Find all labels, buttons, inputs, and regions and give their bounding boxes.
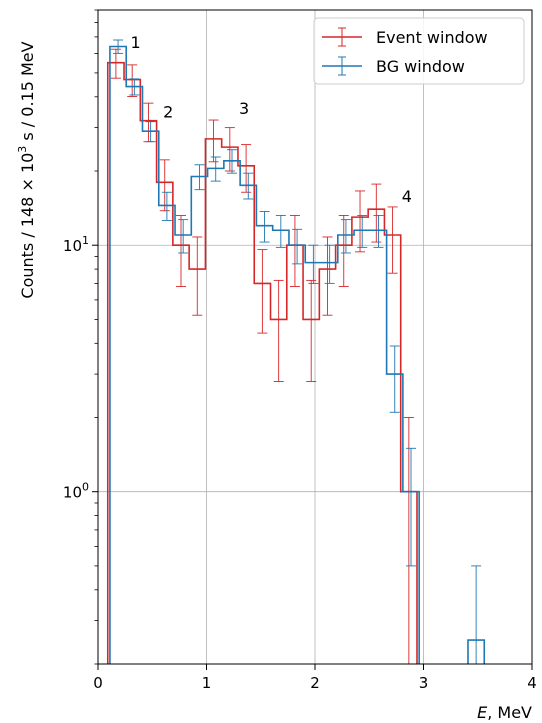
x-tick-label: 2 [310, 674, 320, 692]
legend-label: BG window [376, 57, 465, 76]
y-tick-label: 100 [63, 481, 89, 502]
x-tick-label: 1 [202, 674, 212, 692]
data-series [106, 39, 486, 664]
series-event-window [106, 48, 418, 664]
annotations: 1 2 3 4 [131, 33, 412, 206]
axes: 0 1 2 3 4 100 101 [63, 9, 537, 692]
legend-entry-bg-window: BG window [322, 56, 465, 76]
x-tick-label: 4 [527, 674, 537, 692]
peak-annotation: 1 [131, 33, 141, 52]
y-tick-label: 101 [63, 234, 89, 255]
legend: Event window BG window [313, 17, 525, 85]
histogram-step [106, 61, 418, 664]
series-bg-window [109, 39, 486, 664]
x-tick-label: 3 [419, 674, 429, 692]
legend-frame [313, 17, 525, 85]
legend-entry-event-window: Event window [322, 27, 488, 47]
peak-annotation: 4 [402, 187, 412, 206]
peak-annotation: 2 [163, 102, 173, 121]
x-axis-label: E, MeV [477, 703, 532, 722]
x-tick-label: 0 [93, 674, 103, 692]
y-axis-label: Counts / 148 × 103 s / 0.15 MeV [16, 41, 37, 298]
peak-annotation: 3 [239, 99, 249, 118]
legend-label: Event window [376, 28, 488, 47]
